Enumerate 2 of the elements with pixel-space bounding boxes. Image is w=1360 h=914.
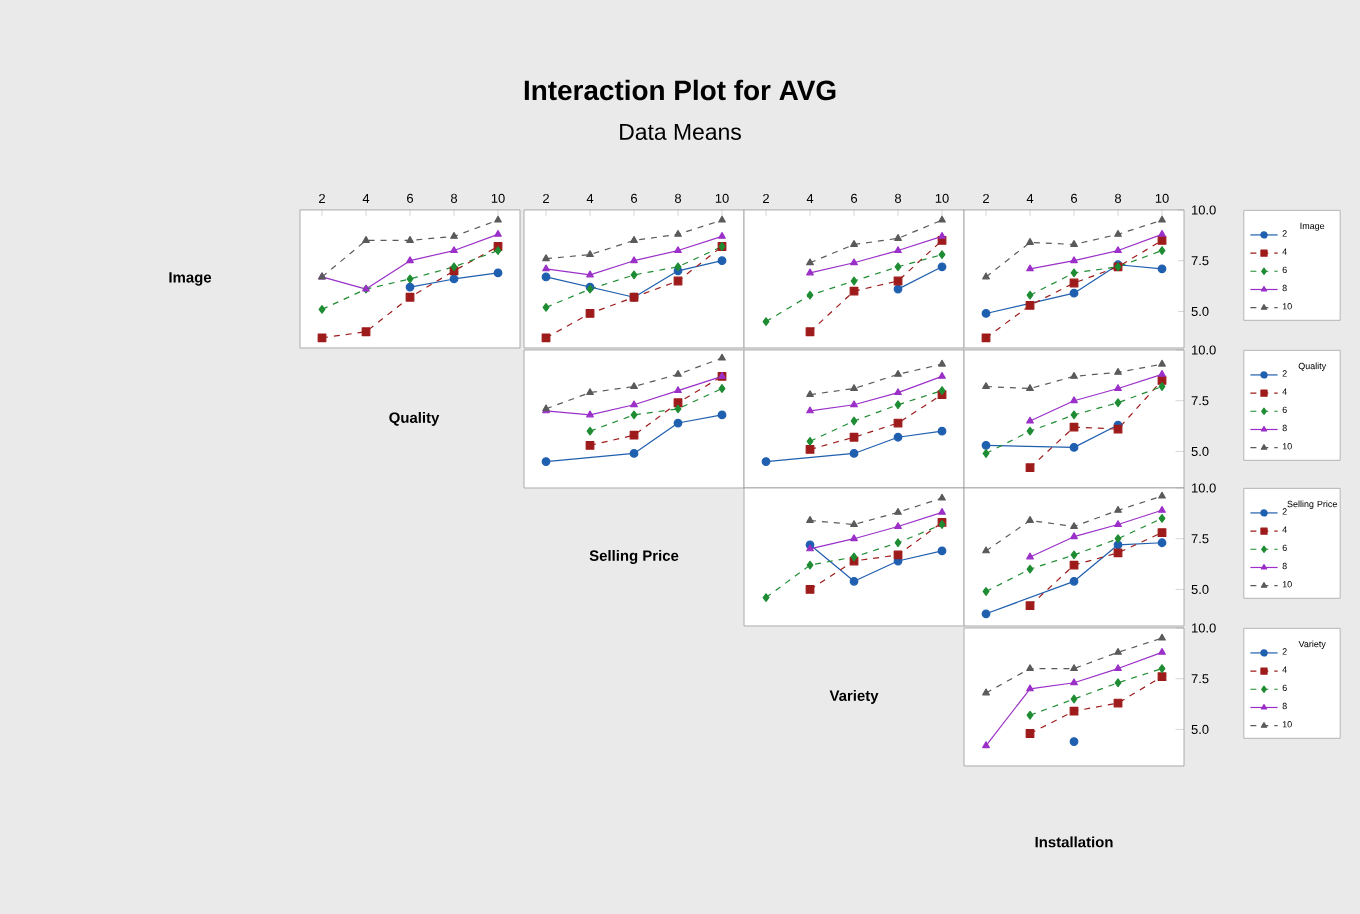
- text: Data Means: [620, 123, 741, 140]
- text: Interaction Plot for AVG: [524, 79, 836, 101]
